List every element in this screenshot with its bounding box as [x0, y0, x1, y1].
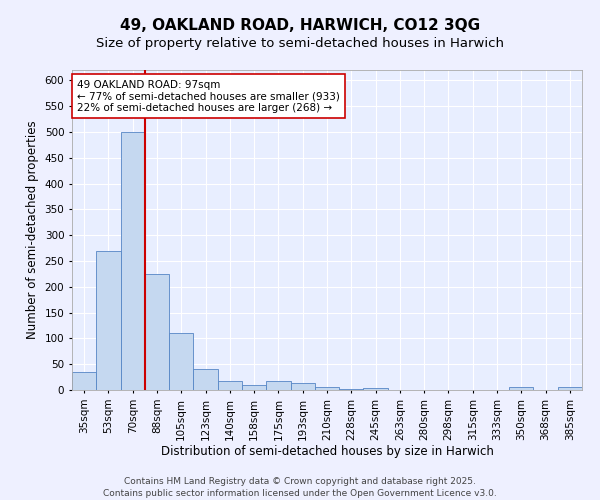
- Bar: [145, 274, 169, 390]
- Bar: [121, 132, 145, 390]
- Bar: [242, 385, 266, 390]
- Bar: [193, 370, 218, 390]
- Bar: [315, 388, 339, 390]
- Y-axis label: Number of semi-detached properties: Number of semi-detached properties: [26, 120, 39, 340]
- Text: 49 OAKLAND ROAD: 97sqm
← 77% of semi-detached houses are smaller (933)
22% of se: 49 OAKLAND ROAD: 97sqm ← 77% of semi-det…: [77, 80, 340, 113]
- Bar: [558, 388, 582, 390]
- Bar: [266, 380, 290, 390]
- Bar: [364, 388, 388, 390]
- Bar: [218, 380, 242, 390]
- Bar: [96, 250, 121, 390]
- Text: Contains HM Land Registry data © Crown copyright and database right 2025.
Contai: Contains HM Land Registry data © Crown c…: [103, 476, 497, 498]
- Bar: [290, 384, 315, 390]
- Text: Size of property relative to semi-detached houses in Harwich: Size of property relative to semi-detach…: [96, 38, 504, 51]
- Bar: [72, 372, 96, 390]
- Bar: [339, 389, 364, 390]
- X-axis label: Distribution of semi-detached houses by size in Harwich: Distribution of semi-detached houses by …: [161, 446, 493, 458]
- Bar: [169, 333, 193, 390]
- Bar: [509, 388, 533, 390]
- Text: 49, OAKLAND ROAD, HARWICH, CO12 3QG: 49, OAKLAND ROAD, HARWICH, CO12 3QG: [120, 18, 480, 32]
